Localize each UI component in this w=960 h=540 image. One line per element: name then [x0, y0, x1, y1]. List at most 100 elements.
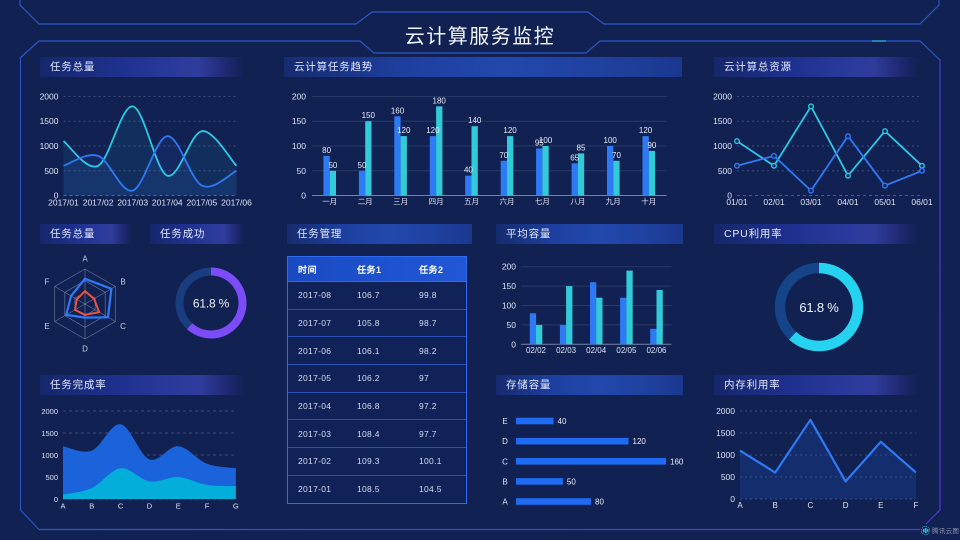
svg-text:50: 50: [297, 166, 307, 176]
svg-text:2017/03: 2017/03: [117, 198, 148, 208]
svg-text:150: 150: [502, 281, 516, 291]
svg-text:100: 100: [604, 136, 618, 145]
svg-text:八月: 八月: [570, 197, 585, 206]
svg-text:50: 50: [567, 477, 576, 486]
svg-text:150: 150: [292, 116, 306, 126]
svg-text:0: 0: [54, 191, 59, 201]
svg-text:02/05: 02/05: [616, 346, 637, 355]
svg-text:F: F: [205, 502, 210, 511]
svg-text:C: C: [120, 322, 126, 331]
svg-text:40: 40: [464, 166, 473, 175]
svg-text:61.8 %: 61.8 %: [193, 297, 230, 311]
svg-text:03/01: 03/01: [800, 197, 822, 207]
svg-text:80: 80: [595, 498, 604, 507]
svg-text:160: 160: [670, 457, 684, 466]
svg-text:160: 160: [391, 106, 405, 115]
svg-text:200: 200: [292, 92, 306, 102]
svg-text:90: 90: [647, 141, 656, 150]
svg-text:500: 500: [44, 166, 58, 176]
svg-text:120: 120: [633, 437, 647, 446]
svg-text:D: D: [147, 502, 153, 511]
svg-text:九月: 九月: [606, 197, 621, 206]
svg-text:0: 0: [301, 191, 306, 201]
svg-text:C: C: [118, 502, 124, 511]
svg-text:四月: 四月: [429, 197, 444, 206]
svg-text:1000: 1000: [41, 451, 58, 460]
svg-text:500: 500: [718, 166, 732, 176]
svg-text:61.8 %: 61.8 %: [799, 300, 839, 315]
svg-text:120: 120: [503, 126, 517, 135]
svg-text:140: 140: [468, 116, 482, 125]
svg-text:E: E: [878, 501, 883, 510]
svg-text:2017/06: 2017/06: [221, 198, 252, 208]
svg-text:五月: 五月: [464, 197, 479, 206]
svg-text:1000: 1000: [40, 141, 59, 151]
svg-text:500: 500: [721, 472, 735, 482]
svg-text:G: G: [233, 502, 239, 511]
svg-text:50: 50: [328, 161, 337, 170]
svg-text:A: A: [60, 502, 65, 511]
svg-text:100: 100: [502, 301, 516, 311]
svg-text:B: B: [502, 477, 507, 486]
svg-text:C: C: [502, 457, 508, 466]
svg-text:六月: 六月: [500, 196, 515, 206]
svg-text:C: C: [808, 501, 814, 510]
svg-text:D: D: [82, 345, 88, 354]
svg-text:2000: 2000: [713, 92, 732, 102]
svg-text:三月: 三月: [393, 197, 408, 206]
svg-text:05/01: 05/01: [874, 197, 896, 207]
svg-text:十月: 十月: [641, 196, 656, 206]
svg-text:01/01: 01/01: [726, 197, 748, 207]
svg-text:二月: 二月: [358, 197, 373, 206]
svg-text:120: 120: [426, 126, 440, 135]
svg-text:D: D: [502, 437, 508, 446]
svg-text:2017/01: 2017/01: [48, 198, 79, 208]
svg-text:70: 70: [612, 151, 621, 160]
svg-text:85: 85: [577, 143, 586, 152]
svg-text:02/02: 02/02: [526, 346, 547, 355]
svg-text:A: A: [502, 498, 508, 507]
svg-text:2017/02: 2017/02: [83, 198, 114, 208]
svg-text:B: B: [89, 502, 94, 511]
svg-text:180: 180: [433, 96, 447, 105]
svg-text:1000: 1000: [716, 450, 735, 460]
svg-text:50: 50: [507, 320, 517, 330]
svg-text:E: E: [502, 417, 507, 426]
svg-text:100: 100: [292, 141, 306, 151]
svg-text:120: 120: [397, 126, 411, 135]
svg-text:B: B: [773, 501, 778, 510]
svg-text:1500: 1500: [713, 116, 732, 126]
svg-text:70: 70: [499, 151, 508, 160]
svg-text:65: 65: [570, 153, 579, 162]
svg-text:F: F: [914, 501, 919, 510]
svg-text:0: 0: [511, 339, 516, 349]
svg-text:0: 0: [730, 494, 735, 504]
svg-text:80: 80: [322, 146, 331, 155]
svg-text:100: 100: [539, 136, 553, 145]
svg-text:02/04: 02/04: [586, 346, 607, 355]
svg-text:A: A: [82, 255, 88, 264]
svg-text:2000: 2000: [40, 92, 59, 102]
svg-text:0: 0: [727, 191, 732, 201]
svg-text:02/03: 02/03: [556, 346, 577, 355]
svg-text:40: 40: [558, 417, 567, 426]
svg-text:A: A: [737, 501, 743, 510]
svg-text:七月: 七月: [535, 197, 550, 206]
svg-text:E: E: [44, 322, 49, 331]
svg-text:200: 200: [502, 262, 516, 272]
svg-text:0: 0: [54, 495, 58, 504]
svg-text:120: 120: [639, 126, 653, 135]
svg-text:04/01: 04/01: [837, 197, 859, 207]
svg-text:F: F: [45, 278, 50, 287]
svg-text:B: B: [120, 278, 125, 287]
svg-text:2000: 2000: [41, 407, 58, 416]
svg-text:1500: 1500: [41, 429, 58, 438]
svg-text:150: 150: [362, 111, 376, 120]
svg-text:50: 50: [358, 161, 367, 170]
svg-text:95: 95: [535, 139, 544, 148]
svg-text:2017/04: 2017/04: [152, 198, 183, 208]
svg-text:1500: 1500: [716, 428, 735, 438]
svg-text:一月: 一月: [322, 197, 337, 206]
svg-text:06/01: 06/01: [911, 197, 933, 207]
svg-text:1000: 1000: [713, 141, 732, 151]
